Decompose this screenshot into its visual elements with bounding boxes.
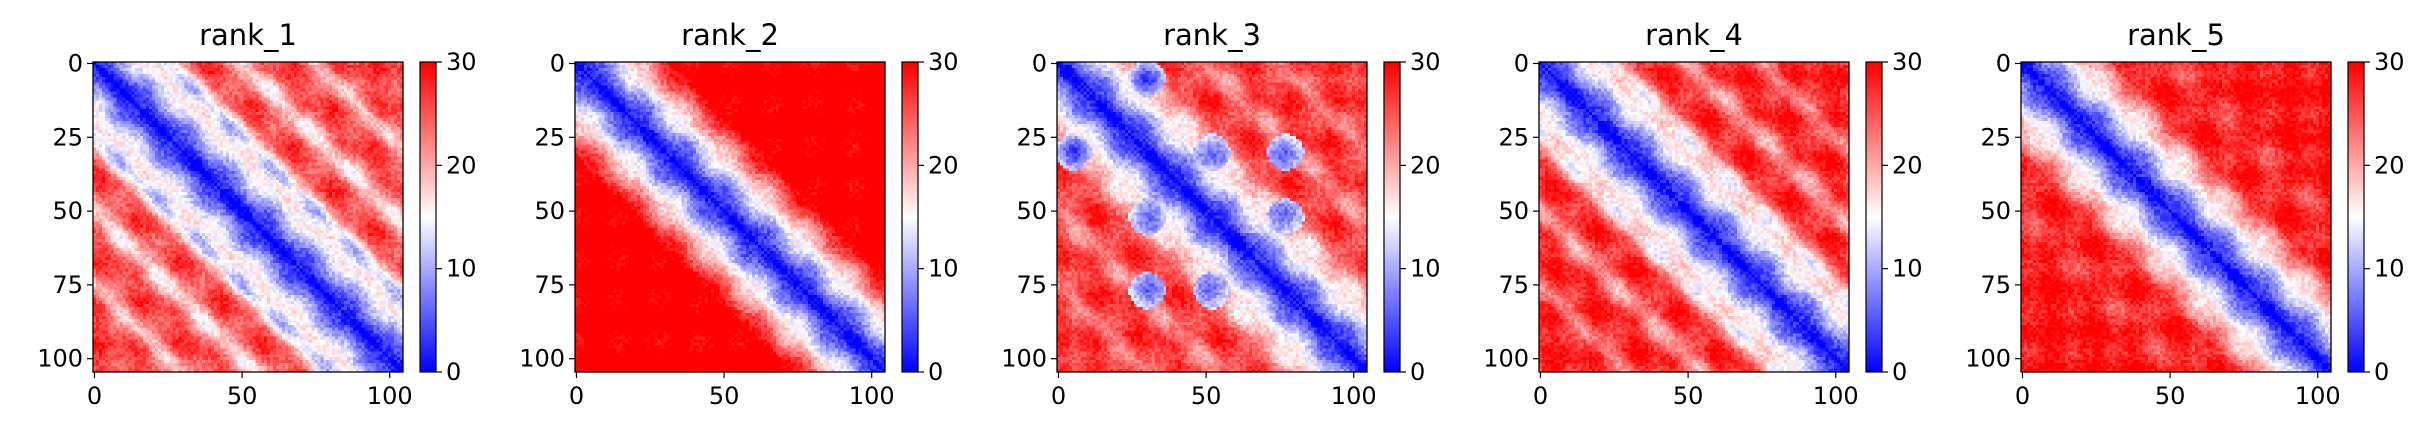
y-tick-label: 75 (1980, 271, 2011, 299)
colorbar-tick-label: 30 (1892, 48, 1923, 76)
colorbar-tick-label: 0 (928, 358, 943, 386)
panel-title: rank_5 (2127, 18, 2225, 52)
colorbar-tick-label: 20 (928, 151, 959, 179)
x-tick-label: 100 (1813, 382, 1859, 410)
colorbar-frame (901, 61, 919, 373)
y-tick-label: 50 (1498, 197, 1529, 225)
colorbar: 0 10 20 30 (1383, 48, 1441, 386)
colorbar-tick-label: 30 (2374, 48, 2405, 76)
colorbar-tick-label: 10 (1410, 255, 1441, 283)
colorbar-tick-label: 10 (2374, 255, 2405, 283)
panel-title: rank_4 (1645, 18, 1743, 52)
y-tick-label: 0 (1996, 49, 2011, 77)
x-tick-label: 0 (87, 382, 102, 410)
y-tick-label: 75 (52, 271, 83, 299)
x-tick-label: 100 (849, 382, 895, 410)
colorbar-gradient (1384, 62, 1400, 372)
colorbar-tick-label: 30 (446, 48, 477, 76)
heatmap-image (2021, 62, 2331, 372)
colorbar-tick-label: 10 (1892, 255, 1923, 283)
y-tick-label: 25 (534, 123, 565, 151)
heatmap-frame (1538, 61, 1850, 373)
colorbar: 0 10 20 30 (901, 48, 959, 386)
y-tick-label: 75 (1016, 271, 1047, 299)
panel-title: rank_3 (1163, 18, 1261, 52)
heatmap-image (1057, 62, 1367, 372)
panel-title: rank_2 (681, 18, 779, 52)
y-tick-label: 100 (1965, 345, 2011, 373)
x-tick-label: 50 (1191, 382, 1222, 410)
y-tick-label: 100 (519, 345, 565, 373)
y-tick-label: 25 (1016, 123, 1047, 151)
y-tick-label: 0 (1032, 49, 1047, 77)
colorbar-tick-label: 0 (446, 358, 461, 386)
y-tick-label: 50 (534, 197, 565, 225)
x-tick-label: 100 (367, 382, 413, 410)
y-tick-label: 100 (1001, 345, 1047, 373)
colorbar-gradient (1866, 62, 1882, 372)
colorbar-tick-label: 10 (928, 255, 959, 283)
heatmap-frame (1056, 61, 1368, 373)
heatmap-frame (92, 61, 404, 373)
heatmap-frame (574, 61, 886, 373)
y-tick-label: 0 (550, 49, 565, 77)
x-tick-label: 0 (1051, 382, 1066, 410)
y-tick-label: 0 (68, 49, 83, 77)
y-tick-label: 75 (1498, 271, 1529, 299)
y-tick-label: 0 (1514, 49, 1529, 77)
y-tick-label: 50 (1980, 197, 2011, 225)
colorbar-gradient (2348, 62, 2364, 372)
colorbar-tick-label: 20 (2374, 151, 2405, 179)
x-tick-label: 100 (1331, 382, 1377, 410)
colorbar-gradient (902, 62, 918, 372)
x-tick-label: 50 (2155, 382, 2186, 410)
colorbar: 0 10 20 30 (1865, 48, 1923, 386)
colorbar-frame (1383, 61, 1401, 373)
colorbar-tick-label: 0 (2374, 358, 2389, 386)
colorbar-frame (419, 61, 437, 373)
colorbar-gradient (420, 62, 436, 372)
y-tick-label: 25 (52, 123, 83, 151)
x-tick-label: 0 (1533, 382, 1548, 410)
colorbar-tick-label: 20 (446, 151, 477, 179)
y-tick-label: 25 (1498, 123, 1529, 151)
heatmap-image (575, 62, 885, 372)
x-tick-label: 50 (1673, 382, 1704, 410)
heatmap-image (1539, 62, 1849, 372)
y-tick-label: 50 (1016, 197, 1047, 225)
colorbar-tick-label: 0 (1892, 358, 1907, 386)
x-tick-label: 0 (2015, 382, 2030, 410)
y-tick-label: 100 (1483, 345, 1529, 373)
colorbar-frame (2347, 61, 2365, 373)
x-tick-label: 50 (227, 382, 258, 410)
colorbar: 0 10 20 30 (2347, 48, 2405, 386)
x-tick-label: 50 (709, 382, 740, 410)
x-tick-label: 0 (569, 382, 584, 410)
colorbar-tick-label: 30 (1410, 48, 1441, 76)
colorbar-tick-label: 20 (1410, 151, 1441, 179)
x-tick-label: 100 (2295, 382, 2341, 410)
panel-title: rank_1 (199, 18, 297, 52)
y-tick-label: 100 (37, 345, 83, 373)
colorbar-tick-label: 0 (1410, 358, 1425, 386)
colorbar-tick-label: 30 (928, 48, 959, 76)
y-tick-label: 50 (52, 197, 83, 225)
colorbar-frame (1865, 61, 1883, 373)
heatmap-image (93, 62, 403, 372)
colorbar-tick-label: 10 (446, 255, 477, 283)
colorbar: 0 10 20 30 (419, 48, 477, 386)
y-tick-label: 75 (534, 271, 565, 299)
colorbar-tick-label: 20 (1892, 151, 1923, 179)
heatmap-frame (2020, 61, 2332, 373)
y-tick-label: 25 (1980, 123, 2011, 151)
